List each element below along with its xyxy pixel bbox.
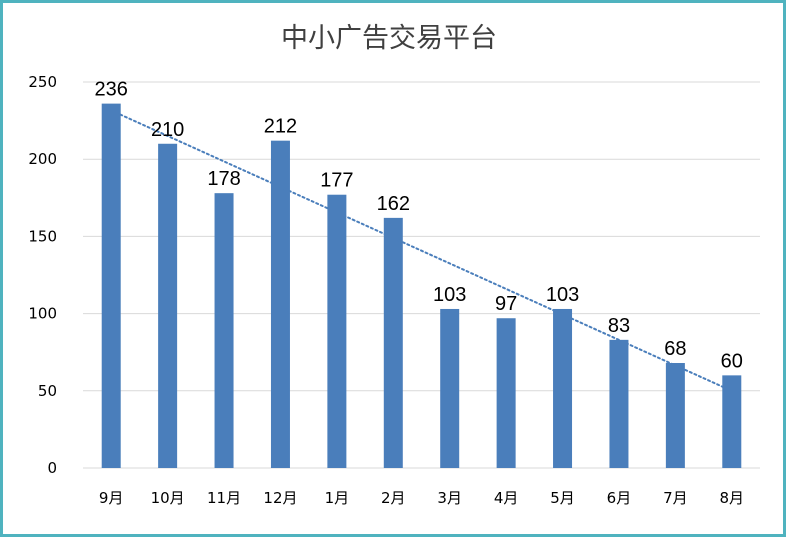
x-tick-label: 7月 — [663, 489, 688, 507]
y-axis: 0 50 100 150 200 250 — [28, 73, 57, 477]
x-tick-label: 11月 — [207, 489, 241, 507]
x-tick-label: 12月 — [263, 489, 297, 507]
x-tick-label: 1月 — [325, 489, 350, 507]
data-label: 103 — [433, 284, 466, 306]
bar — [665, 363, 685, 468]
bar — [158, 143, 178, 468]
y-tick-label: 200 — [28, 150, 57, 168]
trendline — [110, 109, 733, 392]
bar — [214, 193, 234, 468]
y-tick-label: 250 — [28, 73, 57, 91]
x-tick-label: 8月 — [720, 489, 745, 507]
x-tick-label: 3月 — [437, 489, 462, 507]
grid-lines — [83, 81, 760, 469]
bar — [609, 339, 629, 468]
data-label: 60 — [721, 350, 743, 372]
x-tick-label: 9月 — [99, 489, 124, 507]
data-label: 177 — [320, 170, 353, 192]
data-label: 162 — [377, 193, 410, 215]
chart-title: 中小广告交易平台 — [281, 23, 497, 54]
data-label: 97 — [495, 293, 517, 315]
x-tick-label: 6月 — [607, 489, 632, 507]
data-labels: 236 210 178 212 177 162 103 97 103 83 68 60 — [95, 79, 743, 373]
data-label: 210 — [151, 119, 184, 141]
x-axis: 9月 10月 11月 12月 1月 2月 3月 4月 5月 6月 7月 8月 — [99, 489, 744, 507]
data-label: 103 — [546, 284, 579, 306]
bar — [553, 308, 573, 468]
bar — [383, 217, 403, 468]
data-label: 68 — [664, 338, 686, 360]
y-tick-label: 100 — [28, 305, 57, 323]
bars — [101, 103, 742, 468]
bar — [101, 103, 121, 468]
data-label: 212 — [264, 116, 297, 138]
bar — [327, 194, 347, 468]
data-label: 83 — [608, 315, 630, 337]
x-tick-label: 4月 — [494, 489, 519, 507]
x-tick-label: 10月 — [151, 489, 185, 507]
x-tick-label: 2月 — [381, 489, 406, 507]
trend-line — [110, 109, 733, 392]
x-tick-label: 5月 — [550, 489, 575, 507]
y-tick-label: 0 — [47, 459, 57, 477]
data-label: 178 — [207, 168, 240, 190]
data-label: 236 — [95, 79, 128, 101]
bar — [722, 375, 742, 468]
bar — [496, 318, 516, 468]
y-tick-label: 150 — [28, 227, 57, 245]
bar — [440, 308, 460, 468]
y-tick-label: 50 — [38, 382, 57, 400]
bar — [270, 140, 290, 468]
